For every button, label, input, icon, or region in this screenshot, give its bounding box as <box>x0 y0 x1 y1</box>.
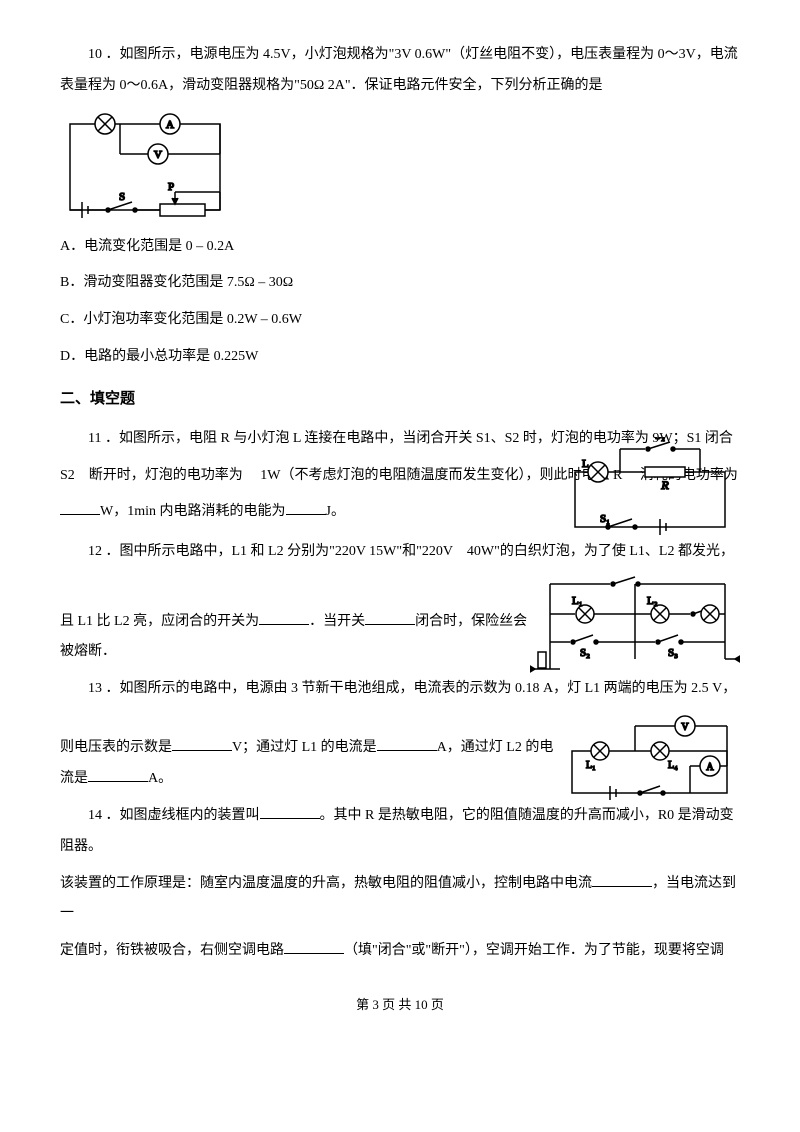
q10-opt-d: D．电路的最小总功率是 0.225W <box>60 342 740 373</box>
q10-circuit: L A V S P <box>60 112 230 222</box>
q11-blank1 <box>60 501 100 515</box>
q12-circuit: L₁ L₂ S₂ S₃ <box>530 574 740 674</box>
q14-blank2 <box>592 873 652 887</box>
q13-line1: 13 ．如图所示的电路中，电源由 3 节新干电池组成，电流表的示数为 0.18 … <box>60 674 740 705</box>
page-footer: 第 3 页 共 10 页 <box>60 991 740 1020</box>
q12-l2b: ．当开关 <box>309 614 365 629</box>
q14-line3: 定值时，衔铁被吸合，右侧空调电路 （填"闭合"或"断开"），空调开始工作．为了节能… <box>60 936 740 967</box>
q13-blank3 <box>88 768 148 782</box>
q14-blank1 <box>260 805 320 819</box>
q10-opt-c: C．小灯泡功率变化范围是 0.2W – 0.6W <box>60 305 740 336</box>
q14-l2a: 该装置的工作原理是：随室内温度温度的升高，热敏电阻的阻值减小，控制电路中电流 <box>60 876 592 891</box>
svg-text:S₂: S₂ <box>655 437 665 442</box>
section-2-title: 二、填空题 <box>60 383 740 416</box>
q13-l2b: V；通过灯 L1 的电流是 <box>232 740 377 755</box>
q14-line1: 14 ．如图虚线框内的装置叫。其中 R 是热敏电阻，它的阻值随温度的升高而减小，… <box>60 801 740 863</box>
q13-circuit: V L₁ L₄ A <box>560 711 740 801</box>
q14-line2: 该装置的工作原理是：随室内温度温度的升高，热敏电阻的阻值减小，控制电路中电流，当… <box>60 869 740 931</box>
q10-opt-a: A．电流变化范围是 0 – 0.2A <box>60 232 740 263</box>
q14-l3b: （填"闭合"或"断开"），空调开始工作．为了节能，现要将空调 <box>344 943 724 958</box>
svg-text:S₂: S₂ <box>580 647 590 659</box>
q14-l1a: 14 ．如图虚线框内的装置叫 <box>88 808 260 823</box>
svg-text:V: V <box>681 722 689 733</box>
svg-text:S₃: S₃ <box>668 647 678 659</box>
q13-blank2 <box>377 737 437 751</box>
q11-line3a: W，1min 内电路消耗的电能为 <box>100 504 286 519</box>
svg-text:L₂: L₂ <box>647 595 658 607</box>
q14-l3a: 定值时，衔铁被吸合，右侧空调电路 <box>60 943 284 958</box>
q11-line3b: J。 <box>326 504 345 519</box>
q13-l2d: A。 <box>148 771 172 786</box>
q12-line1: 12 ．图中所示电路中，L1 和 L2 分别为"220V 15W"和"220V … <box>60 537 740 568</box>
svg-text:L: L <box>102 112 109 113</box>
svg-text:V: V <box>154 149 162 161</box>
svg-text:S₁: S₁ <box>600 513 610 525</box>
svg-text:L₄: L₄ <box>668 760 678 771</box>
q14-blank3 <box>284 940 344 954</box>
svg-text:L: L <box>582 458 589 470</box>
q13-l2a: 则电压表的示数是 <box>60 740 172 755</box>
svg-text:L₁: L₁ <box>586 760 596 771</box>
q12-blank1 <box>259 611 309 625</box>
svg-text:L₁: L₁ <box>572 595 583 607</box>
svg-text:A: A <box>166 119 174 131</box>
q12-line2: 且 L1 比 L2 亮，应闭合的开关为．当开关闭合时，保险丝会被熔断． <box>60 607 530 669</box>
q12-blank2 <box>365 611 415 625</box>
svg-text:R: R <box>660 478 669 492</box>
q10-opt-b: B．滑动变阻器变化范围是 7.5Ω – 30Ω <box>60 268 740 299</box>
q11-line3: W，1min 内电路消耗的电能为 J。 <box>60 497 540 528</box>
q13-blank1 <box>172 737 232 751</box>
q10-stem: 10 ．如图所示，电源电压为 4.5V，小灯泡规格为"3V 0.6W"（灯丝电阻… <box>60 40 740 102</box>
svg-text:S: S <box>119 191 125 203</box>
q13-line2: 则电压表的示数是V；通过灯 L1 的电流是A，通过灯 L2 的电流是A。 <box>60 733 560 795</box>
q12-l2a: 且 L1 比 L2 亮，应闭合的开关为 <box>60 614 259 629</box>
svg-text:A: A <box>706 762 714 773</box>
svg-text:P: P <box>168 181 174 193</box>
q11-circuit: S₂ L R S₁ <box>560 437 740 537</box>
q11-blank2 <box>286 501 326 515</box>
